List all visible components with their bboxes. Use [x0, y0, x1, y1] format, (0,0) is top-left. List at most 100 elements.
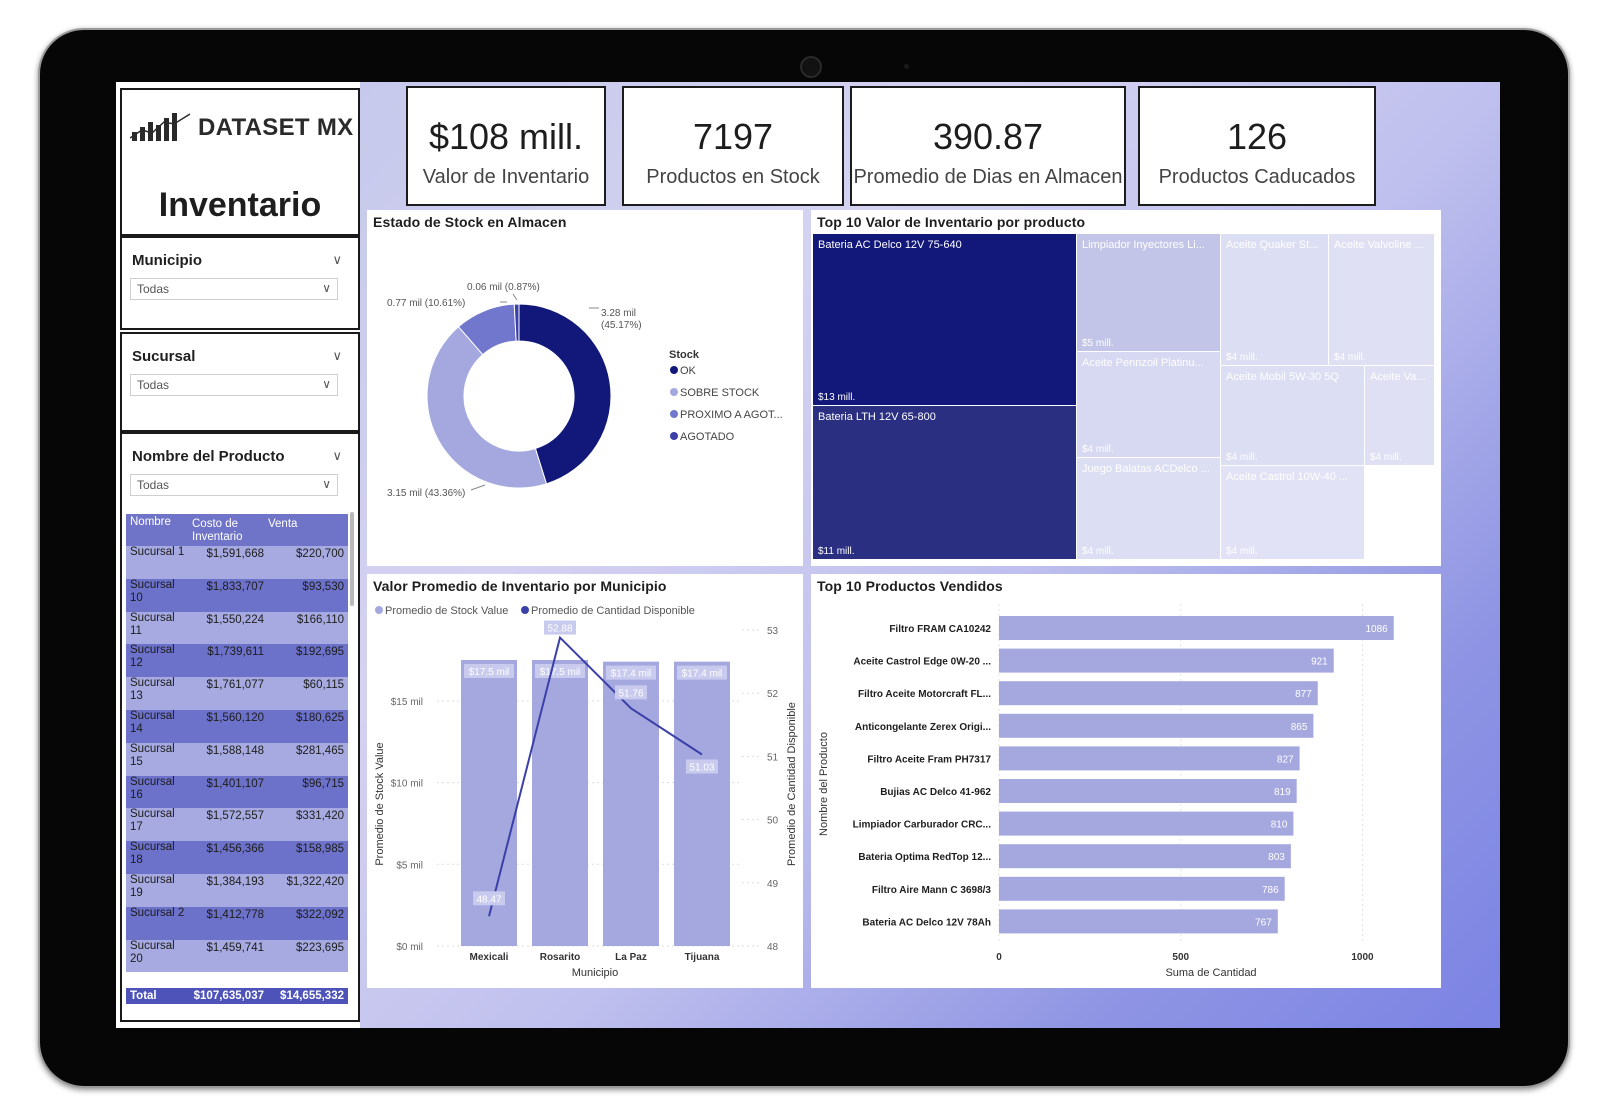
bar[interactable]	[999, 876, 1285, 901]
column-header[interactable]: Venta	[268, 518, 298, 530]
table-row[interactable]: Sucursal 19 $1,384,193 $1,322,420	[126, 873, 348, 907]
row-sales: $166,110	[296, 613, 344, 626]
bar-label-bg	[535, 664, 585, 678]
kpi-label: Promedio de Dias en Almacen	[853, 166, 1123, 188]
bar[interactable]	[532, 660, 588, 946]
bar[interactable]	[999, 648, 1334, 673]
bar[interactable]	[999, 779, 1297, 803]
bar[interactable]	[999, 909, 1278, 934]
kpi-card: 126 Productos Caducados	[1138, 86, 1376, 206]
municipio-combo-panel[interactable]: Valor Promedio de Inventario por Municip…	[367, 574, 803, 988]
treemap-tile[interactable]	[1077, 458, 1220, 559]
bar[interactable]	[603, 661, 659, 946]
y-tick-label: $0 mil	[396, 942, 423, 953]
bar-label: 767	[1255, 917, 1272, 928]
line-label-bg	[615, 685, 647, 700]
y-tick-label: Bateria AC Delco 12V 78Ah	[862, 917, 991, 928]
table-row[interactable]: Sucursal 20 $1,459,741 $223,695	[126, 939, 348, 973]
bar-label: 803	[1268, 852, 1285, 863]
table-row[interactable]: Sucursal 17 $1,572,557 $331,420	[126, 808, 348, 842]
donut-slice[interactable]	[513, 303, 520, 342]
donut-slice[interactable]	[518, 303, 612, 485]
y-tick-label: Filtro Aire Mann C 3698/3	[872, 885, 992, 896]
bar[interactable]	[999, 713, 1314, 738]
bar[interactable]	[999, 616, 1394, 640]
table-row[interactable]: Sucursal 13 $1,761,077 $60,115	[126, 677, 348, 710]
sucursal-dropdown[interactable]: Todas ∨	[130, 374, 338, 396]
legend-item[interactable]: AGOTADO	[680, 431, 735, 443]
stock-donut-panel[interactable]: Estado de Stock en Almacen 3.28 mil (45.1…	[367, 210, 803, 566]
column-header[interactable]: Nombre	[130, 516, 171, 528]
producto-dropdown[interactable]: Todas ∨	[130, 474, 338, 496]
treemap-tile[interactable]	[1077, 352, 1220, 457]
sucursal-table[interactable]: Nombre Costo de Inventario Venta Sucursa…	[126, 514, 348, 1016]
treemap-tile[interactable]	[1077, 234, 1220, 351]
brand-name: DATASET MX	[198, 114, 354, 141]
row-name: Sucursal 20	[130, 939, 175, 965]
table-header: Nombre Costo de Inventario Venta	[126, 514, 348, 546]
x-tick-label: Rosarito	[540, 952, 581, 963]
y2-tick-label: 49	[767, 879, 779, 890]
legend-item[interactable]: PROXIMO A AGOT...	[680, 409, 783, 421]
legend-item[interactable]: SOBRE STOCK	[680, 387, 760, 399]
row-name: Sucursal 1	[130, 546, 185, 558]
treemap-tile[interactable]	[1329, 234, 1434, 365]
row-cost: $1,384,193	[206, 875, 264, 888]
treemap-tile[interactable]	[1221, 466, 1364, 559]
slicer-municipio[interactable]: Municipio ∨ Todas ∨	[120, 236, 360, 330]
chevron-down-icon[interactable]: ∨	[332, 348, 342, 363]
bar[interactable]	[999, 681, 1318, 706]
legend-item[interactable]: Promedio de Stock Value	[385, 605, 508, 617]
hbar-chart[interactable]: 0 500 1000 1086 Filtro FRAM CA10242 921 Aceite…	[811, 574, 1441, 988]
table-row[interactable]: Sucursal 14 $1,560,120 $180,625	[126, 709, 348, 743]
table-row[interactable]: Sucursal 12 $1,739,611 $192,695	[126, 644, 348, 678]
table-scrollbar[interactable]	[350, 512, 354, 606]
tile-label: Aceite Quaker St...	[1226, 239, 1318, 251]
bar-label: 921	[1311, 657, 1328, 668]
table-row[interactable]: Sucursal 16 $1,401,107 $96,715	[126, 775, 348, 809]
table-row[interactable]: Sucursal 10 $1,833,707 $93,530	[126, 578, 348, 612]
table-row[interactable]: Sucursal 1 $1,591,668 $220,700	[126, 546, 348, 579]
chevron-down-icon: ∨	[322, 281, 331, 295]
bar-label-bg	[464, 664, 514, 678]
top-products-panel[interactable]: Top 10 Productos Vendidos 0 500 1000 1086 Fi…	[811, 574, 1441, 988]
table-row[interactable]: Sucursal 15 $1,588,148 $281,465	[126, 742, 348, 776]
donut-slice[interactable]	[426, 326, 548, 489]
combo-chart[interactable]: Promedio de Stock Value Promedio de Canti…	[367, 574, 803, 988]
donut-chart[interactable]: 3.28 mil (45.17%) 3.15 mil (43.36%) 0.77 mi…	[367, 210, 803, 566]
treemap-tile[interactable]	[813, 234, 1076, 405]
bar[interactable]	[674, 661, 730, 946]
table-row[interactable]: Sucursal 18 $1,456,366 $158,985	[126, 841, 348, 874]
chart-title: Estado de Stock en Almacen	[373, 214, 567, 230]
tile-value: $4 mill.	[1082, 546, 1114, 557]
chevron-down-icon[interactable]: ∨	[332, 252, 342, 267]
treemap-chart[interactable]: Bateria AC Delco 12V 75-640 $13 mill. Bate…	[811, 210, 1441, 566]
bar-label: 877	[1295, 689, 1312, 700]
table-row[interactable]: Sucursal 11 $1,550,224 $166,110	[126, 611, 348, 645]
legend-item[interactable]: OK	[680, 365, 697, 377]
treemap-panel[interactable]: Top 10 Valor de Inventario por producto …	[811, 210, 1441, 566]
kpi-value: 126	[1226, 116, 1288, 157]
y2-tick-label: 48	[767, 942, 779, 953]
treemap-tile[interactable]	[1221, 366, 1364, 465]
line-series[interactable]	[488, 635, 703, 917]
bar-label: $17.4 mil	[611, 669, 652, 680]
legend-item[interactable]: Promedio de Cantidad Disponible	[531, 605, 695, 617]
bar[interactable]	[999, 811, 1294, 836]
x-tick-label: Tijuana	[685, 952, 720, 963]
table-row[interactable]: Sucursal 2 $1,412,778 $322,092	[126, 906, 348, 940]
bar[interactable]	[999, 746, 1300, 771]
treemap-tile[interactable]	[813, 406, 1076, 559]
treemap-tile[interactable]	[1365, 366, 1434, 465]
column-header[interactable]: Costo de Inventario	[192, 518, 243, 543]
chevron-down-icon[interactable]: ∨	[332, 448, 342, 463]
y-tick-label: Aceite Castrol Edge 0W-20 ...	[853, 657, 991, 668]
row-name: Sucursal 13	[130, 677, 175, 703]
bar[interactable]	[999, 844, 1291, 869]
slicer-sucursal[interactable]: Sucursal ∨ Todas ∨	[120, 332, 360, 432]
chart-title: Top 10 Valor de Inventario por producto	[817, 214, 1086, 230]
treemap-tile[interactable]	[1221, 234, 1328, 365]
municipio-dropdown[interactable]: Todas ∨	[130, 278, 338, 300]
kpi-value: 7197	[692, 116, 774, 157]
row-cost: $1,550,224	[206, 613, 264, 626]
